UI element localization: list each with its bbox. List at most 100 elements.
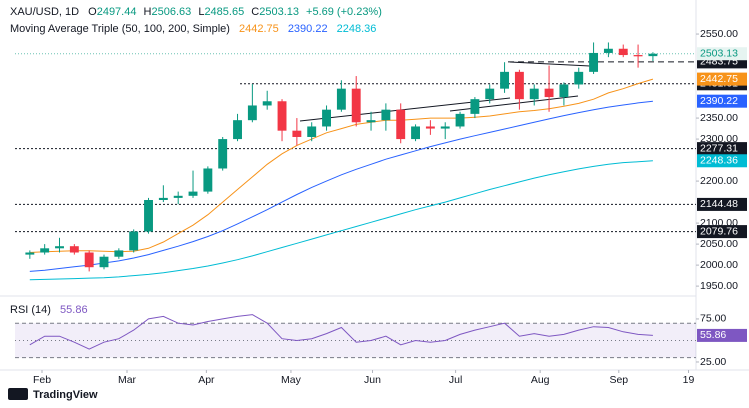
price-badge [697,94,747,108]
candle-body [188,191,198,196]
price-badge-label: 2442.75 [700,73,738,85]
y-tick-label: 2050.00 [700,238,738,250]
candle-body [114,250,124,257]
candle-body [233,120,242,140]
high-value: 2506.63 [151,6,191,18]
x-tick-label: Sep [609,374,628,386]
price-badge [697,142,747,156]
candle-body [574,71,584,85]
trendline [509,61,591,67]
candle-body [485,88,495,100]
price-badge-label: 2248.36 [700,155,738,167]
price-badge [697,154,747,168]
price-badge [697,47,747,61]
candle-body [336,88,346,110]
rsi-badge [697,328,747,342]
candle-body [544,88,554,98]
candle-body [40,248,50,253]
candle-body [84,252,94,268]
y-tick-label: 1950.00 [700,280,738,292]
price-badge-label: 2483.75 [700,56,738,68]
price-badge-label: 2503.13 [700,48,738,60]
candle-body [603,48,613,53]
y-tick-label: 2300.00 [700,133,738,145]
candle-body [173,195,183,198]
candle-body [411,126,420,140]
price-badge-label: 2079.76 [700,225,738,237]
candle-body [247,105,257,121]
rsi-badge-label: 55.86 [700,329,726,341]
open-value: 2497.44 [97,6,137,18]
candle-body [99,256,109,268]
candle-body [307,126,317,137]
ma-value: 2390.22 [288,23,328,35]
candle-body [381,109,391,121]
close-value: 2503.13 [259,6,299,18]
candle-body [470,99,480,114]
candle-body [648,53,658,57]
candle-body [262,101,272,106]
candle-body [322,109,331,127]
candle-body [292,130,302,137]
candle-body [633,55,643,57]
candle-body [455,113,465,127]
candle-body [559,84,569,98]
candle-body [351,88,361,123]
x-tick-label: 19 [683,374,695,386]
y-tick-label: 2200.00 [700,175,738,187]
y-tick-label: 2550.00 [700,28,738,40]
y-tick-label: 2000.00 [700,259,738,271]
rsi-title: RSI (14) [10,304,51,316]
candle-body [396,109,406,140]
candle-body [129,231,139,251]
y-tick-label: 75.00 [700,313,726,325]
candle-body [55,246,64,249]
change: +5.69 (+0.23%) [306,6,382,18]
ma-value: 2248.36 [337,23,377,35]
price-badge [697,225,747,239]
candle-body [158,197,168,200]
candle-body [618,48,628,56]
ma-value: 2442.75 [239,23,279,35]
candle-body [69,246,79,253]
candle-body [277,101,287,131]
x-tick-label: Feb [33,374,51,386]
moving-average [29,160,653,281]
candle-body [529,88,539,100]
price-badge-label: 2390.22 [700,95,738,107]
ma-legend: Moving Average Triple (50, 100, 200, Sim… [10,23,376,35]
rsi-line [29,314,653,350]
brand: TradingView [33,389,98,401]
low-value: 2485.65 [204,6,244,18]
x-tick-label: Jul [449,374,462,386]
rsi-value: 55.86 [60,304,88,316]
ma-title: Moving Average Triple (50, 100, 200, Sim… [10,23,230,35]
candle-body [366,120,376,123]
ohlc-label: C [251,6,259,18]
candle-body [500,71,510,89]
candle-body [514,71,524,100]
price-badge-label: 2277.31 [700,142,738,154]
candle-body [203,168,213,192]
price-badge [697,72,747,86]
candle-body [25,252,35,255]
moving-average [29,100,653,272]
price-badge-label: 2144.48 [700,198,738,210]
brand-logo [8,388,28,400]
y-tick-label: 2350.00 [700,112,738,124]
x-tick-label: Aug [531,374,550,386]
x-tick-label: May [281,374,302,386]
x-tick-label: Mar [118,374,137,386]
ohlc-label: L [198,6,204,18]
candle-body [440,126,450,129]
y-tick-label: 25.00 [700,356,726,368]
ohlc-label: O [88,6,97,18]
candle-body [144,199,153,232]
x-tick-label: Jun [364,374,381,386]
ohlc-label: H [144,6,152,18]
x-tick-label: Apr [198,374,215,386]
price-badge [697,197,747,211]
rsi-legend: RSI (14) 55.86 [10,304,88,316]
symbol: XAU/USD, 1D [10,6,79,18]
